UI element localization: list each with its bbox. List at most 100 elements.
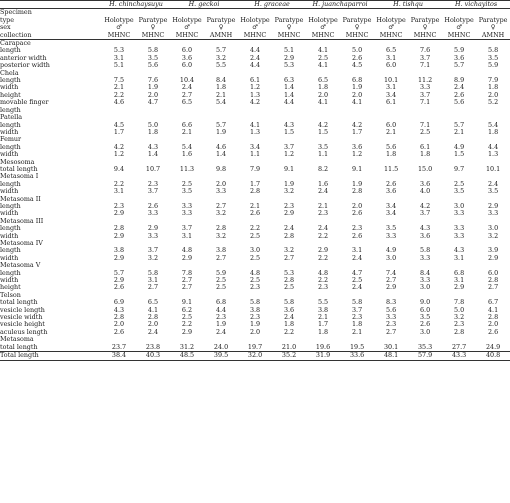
value-cell: 2.6 bbox=[351, 54, 363, 62]
value-cell: 6.7 bbox=[487, 299, 499, 307]
value-cell: 4.1 bbox=[317, 47, 329, 55]
value-cell: 4.6 bbox=[215, 143, 227, 151]
value-cell: 3.4 bbox=[385, 202, 397, 210]
section-header-row: Metasoma V bbox=[0, 262, 510, 269]
value-cell: 2.8 bbox=[351, 188, 363, 196]
value-cell: 23.7 bbox=[111, 343, 127, 351]
value-cell: 7.6 bbox=[147, 77, 159, 85]
header-blank-cell bbox=[0, 0, 102, 10]
value-cell: 1.3 bbox=[249, 128, 261, 136]
value-cell: 4.0 bbox=[419, 188, 431, 196]
value-cell: 6.0 bbox=[419, 306, 431, 314]
value-cell: 2.9 bbox=[487, 254, 499, 262]
row-label: vesicle width bbox=[0, 314, 43, 322]
table-row: length 4.2 4.3 5.4 4.6 3.4 3.7 3.5 3.6 5.6 6.1 4.9 4… bbox=[0, 144, 510, 151]
value-cell: 1.8 bbox=[419, 151, 431, 159]
section-title: Mesosoma bbox=[0, 158, 35, 166]
collection-cell: MHNC bbox=[340, 31, 375, 41]
value-cell: 4.7 bbox=[147, 99, 159, 107]
collection-cell: MHNC bbox=[170, 31, 205, 41]
value-cell: 10.7 bbox=[145, 165, 161, 173]
value-cell: 2.1 bbox=[181, 128, 193, 136]
table-row: movable finger 4.6 4.7 6.5 5.4 4.2 4.4 4.1 4.1 6.… bbox=[0, 99, 510, 106]
value-cell: 5.7 bbox=[453, 121, 465, 129]
value-cell: 2.6 bbox=[113, 328, 125, 336]
value-cell: 6.5 bbox=[147, 299, 159, 307]
type-cell: Holotype bbox=[240, 16, 270, 24]
value-cell: 4.2 bbox=[113, 143, 125, 151]
value-cell bbox=[476, 107, 510, 114]
value-cell: 8.2 bbox=[317, 165, 329, 173]
value-cell: 2.9 bbox=[385, 284, 397, 292]
value-cell: 3.5 bbox=[385, 225, 397, 233]
value-cell: 2.1 bbox=[113, 84, 125, 92]
type-cell: Paratype bbox=[138, 16, 168, 24]
value-cell: 3.6 bbox=[419, 180, 431, 188]
section-title: Metasoma I bbox=[0, 173, 39, 181]
value-cell: 2.5 bbox=[215, 277, 227, 285]
type-cell: Paratype bbox=[342, 16, 372, 24]
value-cell: 1.9 bbox=[351, 180, 363, 188]
value-cell: 7.1 bbox=[419, 99, 431, 107]
table-row: total length 23.7 23.8 31.2 24.0 19.7 21.0 19.6… bbox=[0, 344, 510, 352]
species-header-juanchaparroi: H. juanchaparroi bbox=[306, 0, 375, 10]
value-cell: 2.8 bbox=[113, 314, 125, 322]
species-header-vichayitos: H. vichayitos bbox=[442, 0, 510, 10]
value-cell: 11.2 bbox=[417, 77, 433, 85]
table-row: length bbox=[0, 107, 510, 114]
row-label: length bbox=[0, 121, 21, 129]
total-value-cell: 31.9 bbox=[306, 351, 341, 361]
sex-cell: ♂ bbox=[320, 24, 326, 32]
value-cell: 19.5 bbox=[349, 343, 365, 351]
value-cell: 2.4 bbox=[147, 328, 159, 336]
row-label: length bbox=[0, 247, 21, 255]
value-cell: 3.1 bbox=[113, 188, 125, 196]
value-cell: 2.6 bbox=[351, 210, 363, 218]
table-row: length 5.7 5.8 7.8 5.9 4.8 5.3 4.8 4.7 7.4 8.4 6.8 6… bbox=[0, 270, 510, 277]
value-cell: 3.8 bbox=[113, 247, 125, 255]
value-cell: 5.8 bbox=[351, 299, 363, 307]
value-cell: 3.7 bbox=[147, 188, 159, 196]
sex-cell: ♀ bbox=[218, 24, 224, 32]
value-cell: 3.7 bbox=[419, 54, 431, 62]
table-row: width 2.9 3.3 3.1 3.2 2.5 2.8 2.2 2.6 3.3 3.6 3.3 3.… bbox=[0, 233, 510, 240]
table-row: vesicle length 4.3 4.1 6.2 4.4 3.8 3.6 3.8 3.7 5.… bbox=[0, 307, 510, 314]
value-cell: 2.4 bbox=[181, 84, 193, 92]
value-cell: 2.7 bbox=[385, 328, 397, 336]
value-cell: 6.8 bbox=[215, 299, 227, 307]
value-cell: 1.2 bbox=[283, 151, 295, 159]
value-cell: 2.6 bbox=[351, 232, 363, 240]
value-cell: 3.2 bbox=[283, 247, 295, 255]
value-cell: 11.5 bbox=[383, 165, 399, 173]
value-cell: 2.8 bbox=[487, 277, 499, 285]
type-label: type bbox=[0, 16, 15, 24]
value-cell: 35.3 bbox=[417, 343, 433, 351]
table-row: anterior width 3.1 3.5 3.6 3.2 2.4 2.9 2.5 2.6 3.… bbox=[0, 55, 510, 62]
value-cell: 1.3 bbox=[487, 151, 499, 159]
type-cell: Holotype bbox=[376, 16, 406, 24]
value-cell: 10.1 bbox=[485, 165, 501, 173]
value-cell: 1.6 bbox=[181, 151, 193, 159]
row-label: movable finger bbox=[0, 99, 49, 107]
value-cell: 11.3 bbox=[179, 165, 195, 173]
value-cell: 2.4 bbox=[317, 225, 329, 233]
collection-cell: MHNC bbox=[306, 31, 341, 41]
value-cell: 3.5 bbox=[317, 143, 329, 151]
value-cell: 5.5 bbox=[317, 299, 329, 307]
row-label: length bbox=[0, 180, 21, 188]
value-cell: 5.0 bbox=[453, 306, 465, 314]
value-cell: 1.8 bbox=[283, 321, 295, 329]
specimen-label: Specimen bbox=[0, 8, 32, 17]
value-cell: 2.9 bbox=[113, 254, 125, 262]
value-cell: 1.9 bbox=[215, 321, 227, 329]
species-header-chinchaysuyu: H. chinchaysuyu bbox=[102, 0, 171, 10]
value-cell: 3.8 bbox=[215, 247, 227, 255]
row-label: posterior width bbox=[0, 62, 50, 70]
value-cell: 2.9 bbox=[181, 328, 193, 336]
collection-cell: MHNC bbox=[238, 31, 273, 41]
value-cell: 4.8 bbox=[181, 247, 193, 255]
value-cell: 2.4 bbox=[283, 225, 295, 233]
value-cell: 2.6 bbox=[147, 202, 159, 210]
row-label: width bbox=[0, 188, 19, 196]
total-value-cell: 48.1 bbox=[374, 351, 409, 361]
